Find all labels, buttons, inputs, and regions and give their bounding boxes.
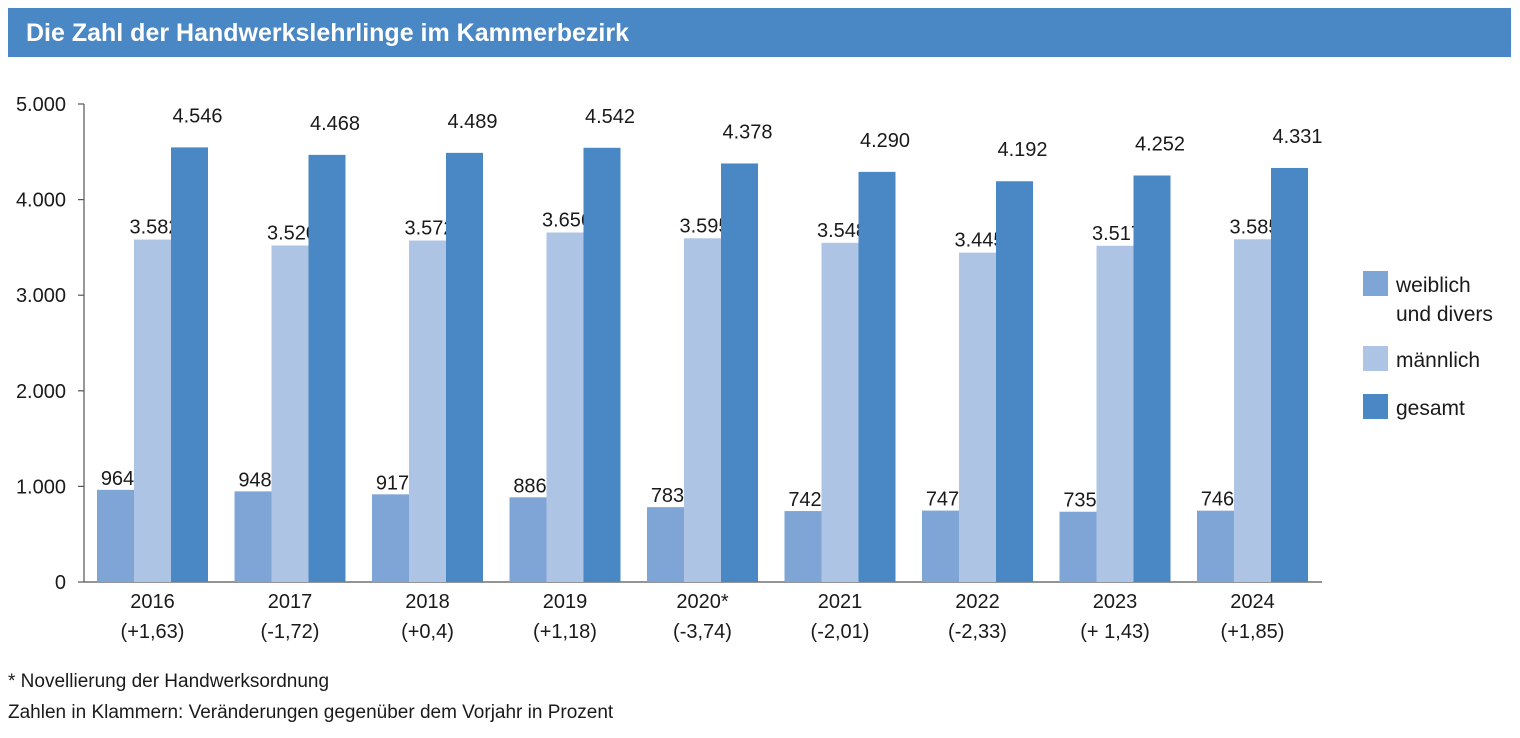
data-label: 742	[788, 489, 821, 511]
data-label: 948	[238, 469, 271, 491]
bar-maennlich	[821, 242, 859, 582]
x-tick-sublabel: (-2,33)	[948, 621, 1007, 643]
bar-maennlich	[134, 239, 171, 583]
data-label: 3.656	[542, 209, 592, 231]
data-label: 4.546	[172, 105, 222, 127]
data-label: 4.252	[1135, 134, 1185, 156]
footnote-brackets: Zahlen in Klammern: Veränderungen gegenü…	[8, 702, 614, 723]
legend-label: männlich	[1396, 349, 1480, 372]
bar-maennlich	[271, 245, 309, 582]
x-tick-label: 2023	[1093, 591, 1138, 613]
legend-label: gesamt	[1396, 397, 1465, 420]
data-label: 4.468	[310, 113, 360, 135]
chart-title: Die Zahl der Handwerkslehrlinge im Kamme…	[26, 19, 629, 47]
data-label: 4.489	[447, 111, 497, 133]
data-label: 3.548	[817, 220, 867, 242]
x-tick-sublabel: (+ 1,43)	[1080, 621, 1149, 643]
bar-maennlich	[1234, 239, 1271, 583]
bar-weiblich	[234, 491, 272, 582]
bar-weiblich	[372, 494, 409, 582]
legend-swatch	[1363, 394, 1388, 419]
legend-swatch	[1363, 271, 1388, 296]
x-tick-sublabel: (-1,72)	[261, 621, 320, 643]
x-tick-sublabel: (+1,63)	[121, 621, 185, 643]
bar-maennlich	[1096, 245, 1134, 583]
data-label: 3.595	[679, 215, 729, 237]
bar-gesamt	[171, 147, 208, 582]
x-tick-label: 2020*	[676, 591, 728, 613]
x-tick-label: 2024	[1230, 591, 1275, 613]
bar-maennlich	[409, 240, 446, 583]
bar-weiblich	[97, 489, 134, 582]
legend-label: und divers	[1396, 303, 1493, 326]
data-label: 783	[651, 485, 684, 507]
x-tick-label: 2017	[268, 591, 313, 613]
data-label: 747	[926, 489, 959, 511]
data-label: 746	[1201, 489, 1234, 511]
bar-weiblich	[647, 507, 684, 582]
x-tick-label: 2016	[130, 591, 175, 613]
bar-gesamt	[858, 171, 896, 582]
data-label: 4.542	[585, 106, 635, 128]
bar-weiblich	[1059, 511, 1097, 582]
bar-gesamt	[1271, 167, 1308, 582]
data-label: 735	[1063, 490, 1096, 512]
y-tick-label: 0	[55, 572, 66, 594]
legend-label: weiblich	[1395, 274, 1471, 297]
data-label: 4.290	[860, 130, 910, 152]
bar-weiblich	[1197, 510, 1234, 582]
data-label: 3.572	[404, 218, 454, 240]
bar-gesamt	[446, 152, 483, 582]
x-tick-sublabel: (+1,18)	[533, 621, 597, 643]
bar-gesamt	[308, 154, 346, 583]
y-tick-label: 4.000	[16, 190, 66, 212]
bar-weiblich	[922, 510, 959, 582]
data-label: 3.582	[129, 217, 179, 239]
legend-swatch	[1363, 346, 1388, 371]
bar-maennlich	[684, 238, 721, 582]
bar-gesamt	[721, 163, 758, 582]
bar-gesamt	[1133, 175, 1171, 583]
y-tick-label: 5.000	[16, 94, 66, 116]
bar-gesamt	[583, 147, 621, 583]
x-tick-label: 2018	[405, 591, 450, 613]
data-label: 3.445	[954, 230, 1004, 252]
x-tick-label: 2021	[818, 591, 863, 613]
data-label: 4.378	[722, 121, 772, 143]
y-tick-label: 1.000	[16, 476, 66, 498]
data-label: 4.331	[1272, 126, 1322, 148]
data-label: 4.192	[997, 139, 1047, 161]
data-label: 964	[101, 468, 134, 490]
data-label: 3.520	[267, 222, 317, 244]
data-label: 917	[376, 472, 409, 494]
bar-maennlich	[959, 252, 996, 582]
y-tick-label: 2.000	[16, 381, 66, 403]
x-tick-sublabel: (-3,74)	[673, 621, 732, 643]
data-label: 3.517	[1092, 223, 1142, 245]
y-tick-label: 3.000	[16, 285, 66, 307]
x-tick-sublabel: (+1,85)	[1221, 621, 1285, 643]
x-tick-label: 2022	[955, 591, 1000, 613]
x-tick-sublabel: (+0,4)	[401, 621, 454, 643]
data-label: 3.585	[1229, 216, 1279, 238]
bar-weiblich	[509, 497, 547, 582]
bar-weiblich	[784, 511, 822, 582]
bar-gesamt	[996, 181, 1033, 582]
data-label: 886	[513, 475, 546, 497]
x-tick-sublabel: (-2,01)	[811, 621, 870, 643]
footnote-asterisk: * Novellierung der Handwerksordnung	[8, 671, 330, 692]
bar-maennlich	[546, 232, 584, 583]
x-tick-label: 2019	[543, 591, 588, 613]
title-bar: Die Zahl der Handwerkslehrlinge im Kamme…	[8, 8, 1511, 57]
